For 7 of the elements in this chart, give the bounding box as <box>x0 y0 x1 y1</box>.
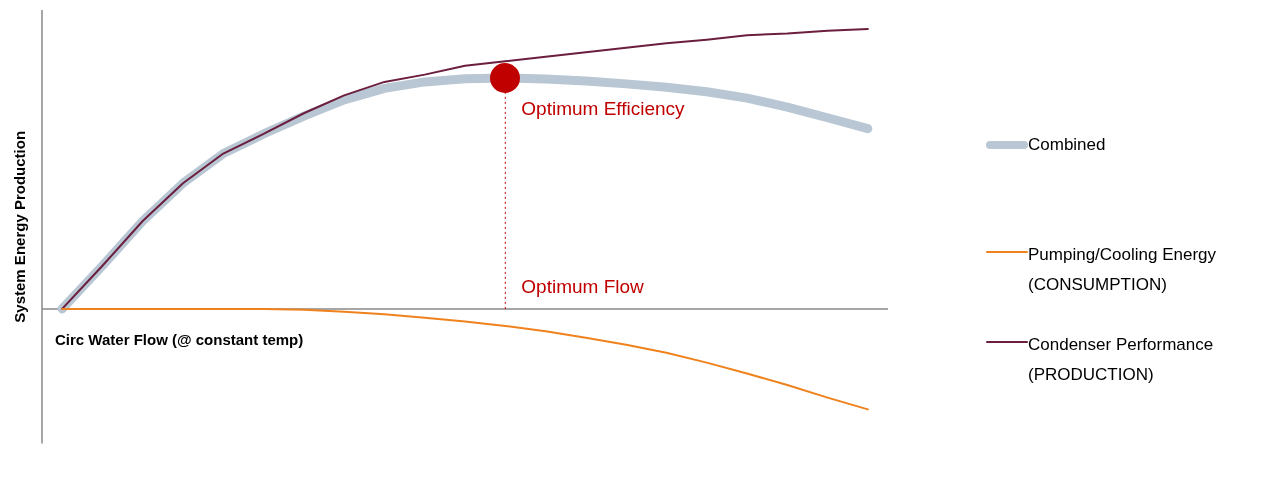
annotation: Optimum Flow <box>521 275 645 297</box>
legend-label: Combined <box>1028 134 1107 156</box>
annotation: Optimum Efficiency <box>521 97 686 119</box>
x-axis-title: Circ Water Flow (@ constant temp) <box>55 330 304 348</box>
legend-label: Condenser Performance (PRODUCTION) <box>1028 334 1215 386</box>
legend-label: Pumping/Cooling Energy (CONSUMPTION) <box>1028 244 1218 296</box>
y-axis-title: System Energy Production <box>11 130 29 323</box>
